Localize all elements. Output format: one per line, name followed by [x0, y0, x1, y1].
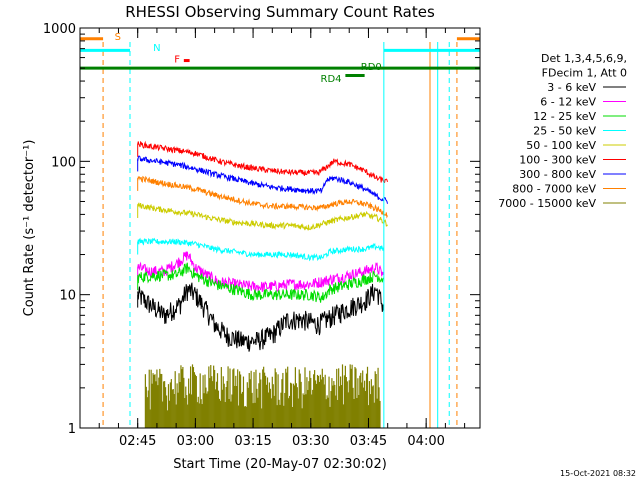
legend-label: 50 - 100 keV — [526, 139, 596, 152]
plot-area — [80, 37, 480, 428]
series-line — [137, 282, 384, 352]
legend-label: 7000 - 15000 keV — [498, 197, 596, 210]
legend-label: 6 - 12 keV — [540, 96, 596, 109]
series-line — [137, 175, 388, 219]
legend-label: 3 - 6 keV — [547, 81, 596, 94]
flag-label-s: S — [115, 32, 121, 43]
series-25-50-kev — [137, 237, 384, 262]
plot-frame — [79, 27, 481, 429]
series-50-100-kev — [137, 202, 388, 232]
y-tick-label: 1000 — [43, 22, 76, 37]
x-tick-label: 03:15 — [234, 434, 271, 449]
series-line — [137, 140, 388, 184]
series-300-800-kev — [137, 155, 388, 204]
legend-label: 300 - 800 keV — [519, 168, 596, 181]
x-tick-label: 02:45 — [119, 434, 156, 449]
series-line — [137, 262, 384, 303]
series-12-25-kev — [137, 262, 384, 303]
x-tick-label: 03:30 — [292, 434, 329, 449]
legend-header: FDecim 1, Att 0 — [542, 67, 627, 80]
legend-label: 12 - 25 keV — [533, 110, 596, 123]
flag-label-rd0: RD0 — [361, 62, 382, 73]
series-800-7000-kev — [137, 175, 388, 219]
y-axis-label: Count Rate (s⁻¹ detector⁻¹) — [22, 140, 37, 317]
footer-timestamp: 15-Oct-2021 08:32 — [560, 469, 636, 478]
legend-label: 800 - 7000 keV — [512, 183, 596, 196]
series-line — [137, 251, 384, 293]
legend-label: 100 - 300 keV — [519, 154, 596, 167]
flag-label-n: N — [153, 43, 160, 54]
y-tick-label: 100 — [51, 155, 76, 170]
x-tick-label: 04:00 — [407, 434, 444, 449]
chart-title: RHESSI Observing Summary Count Rates — [125, 3, 435, 21]
flag-label-rd4: RD4 — [321, 74, 342, 85]
x-axis-label: Start Time (20-May-07 02:30:02) — [173, 457, 387, 472]
flag-label-f: F — [174, 55, 180, 66]
y-tick-label: 1 — [68, 422, 76, 437]
series-7000-15000-kev — [144, 364, 381, 428]
series-line — [137, 237, 384, 262]
legend-header: Det 1,3,4,5,6,9, — [541, 52, 627, 65]
series-line — [137, 202, 388, 232]
x-tick-label: 03:00 — [177, 434, 214, 449]
series-3-6-kev — [137, 282, 384, 352]
legend-label: 25 - 50 keV — [533, 125, 596, 138]
y-tick-label: 10 — [59, 289, 76, 304]
series-100-300-kev — [137, 140, 388, 184]
series-line — [137, 155, 388, 204]
x-tick-label: 03:45 — [350, 434, 387, 449]
